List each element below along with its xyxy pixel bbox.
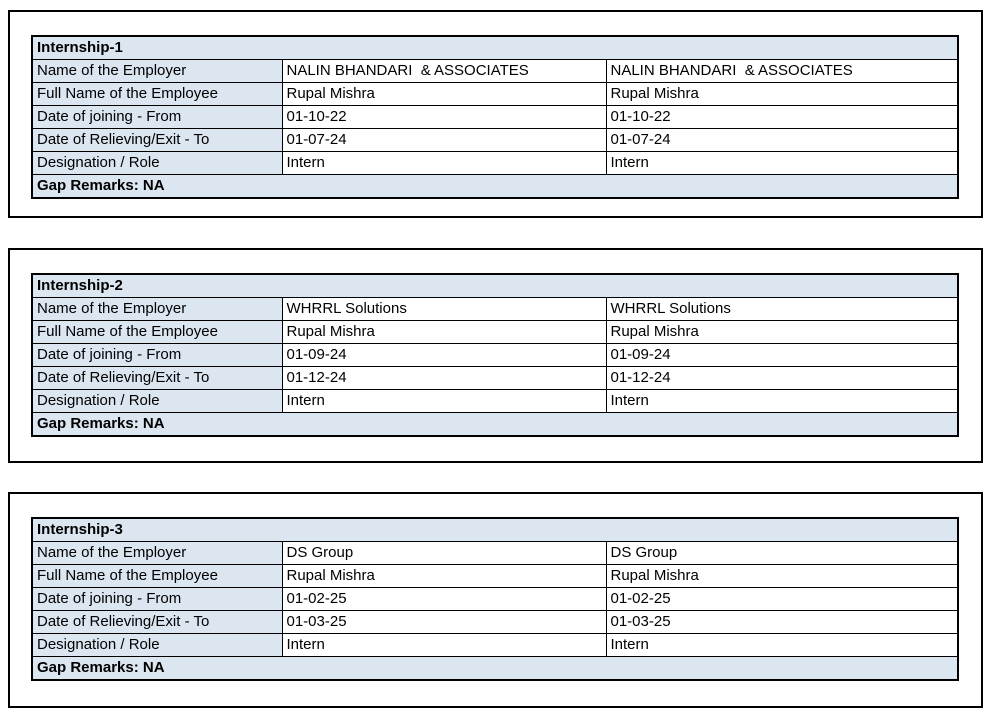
row-value-1: Intern — [281, 151, 607, 175]
row-value-1: 01-09-24 — [281, 343, 607, 367]
internship-1-table: Internship-1 Name of the Employer NALIN … — [31, 35, 960, 199]
table-row: Date of joining - From 01-10-22 01-10-22 — [31, 105, 959, 129]
table-row: Date of Relieving/Exit - To 01-12-24 01-… — [31, 366, 959, 390]
gap-remarks: Gap Remarks: NA — [31, 412, 959, 437]
table-title-row: Internship-1 — [31, 35, 959, 60]
row-value-2: Intern — [605, 151, 959, 175]
row-label: Date of Relieving/Exit - To — [31, 610, 283, 634]
row-label: Date of joining - From — [31, 587, 283, 611]
row-value-2: 01-09-24 — [605, 343, 959, 367]
gap-remarks-row: Gap Remarks: NA — [31, 174, 959, 199]
row-value-2: 01-03-25 — [605, 610, 959, 634]
table-title: Internship-3 — [31, 517, 959, 542]
gap-remarks: Gap Remarks: NA — [31, 656, 959, 681]
row-value-1: 01-03-25 — [281, 610, 607, 634]
table-row: Date of joining - From 01-09-24 01-09-24 — [31, 343, 959, 367]
gap-remarks-row: Gap Remarks: NA — [31, 412, 959, 437]
table-row: Name of the Employer NALIN BHANDARI & AS… — [31, 59, 959, 83]
gap-remarks: Gap Remarks: NA — [31, 174, 959, 199]
table-title: Internship-2 — [31, 273, 959, 298]
row-label: Date of Relieving/Exit - To — [31, 366, 283, 390]
table-title-row: Internship-2 — [31, 273, 959, 298]
row-value-1: WHRRL Solutions — [281, 297, 607, 321]
table-row: Designation / Role Intern Intern — [31, 633, 959, 657]
row-value-1: 01-07-24 — [281, 128, 607, 152]
table-row: Name of the Employer DS Group DS Group — [31, 541, 959, 565]
row-value-1: 01-10-22 — [281, 105, 607, 129]
row-value-1: DS Group — [281, 541, 607, 565]
row-label: Name of the Employer — [31, 297, 283, 321]
row-label: Designation / Role — [31, 633, 283, 657]
internship-2-table: Internship-2 Name of the Employer WHRRL … — [31, 273, 960, 437]
row-label: Date of joining - From — [31, 105, 283, 129]
internship-3-panel: Internship-3 Name of the Employer DS Gro… — [8, 492, 983, 708]
row-value-2: 01-02-25 — [605, 587, 959, 611]
row-value-2: Rupal Mishra — [605, 82, 959, 106]
row-value-2: Intern — [605, 633, 959, 657]
table-title: Internship-1 — [31, 35, 959, 60]
table-row: Date of Relieving/Exit - To 01-03-25 01-… — [31, 610, 959, 634]
table-row: Designation / Role Intern Intern — [31, 389, 959, 413]
table-row: Name of the Employer WHRRL Solutions WHR… — [31, 297, 959, 321]
row-value-2: Intern — [605, 389, 959, 413]
gap-remarks-row: Gap Remarks: NA — [31, 656, 959, 681]
row-value-1: Intern — [281, 633, 607, 657]
table-row: Designation / Role Intern Intern — [31, 151, 959, 175]
row-label: Date of Relieving/Exit - To — [31, 128, 283, 152]
row-value-1: 01-02-25 — [281, 587, 607, 611]
row-value-2: 01-12-24 — [605, 366, 959, 390]
row-value-2: 01-10-22 — [605, 105, 959, 129]
row-label: Name of the Employer — [31, 59, 283, 83]
row-label: Full Name of the Employee — [31, 320, 283, 344]
row-value-1: 01-12-24 — [281, 366, 607, 390]
internship-2-panel: Internship-2 Name of the Employer WHRRL … — [8, 248, 983, 463]
row-label: Designation / Role — [31, 389, 283, 413]
row-value-1: Rupal Mishra — [281, 320, 607, 344]
table-row: Full Name of the Employee Rupal Mishra R… — [31, 82, 959, 106]
row-value-1: Rupal Mishra — [281, 82, 607, 106]
internship-3-table: Internship-3 Name of the Employer DS Gro… — [31, 517, 960, 681]
row-label: Name of the Employer — [31, 541, 283, 565]
internship-1-panel: Internship-1 Name of the Employer NALIN … — [8, 10, 983, 218]
row-value-2: NALIN BHANDARI & ASSOCIATES — [605, 59, 959, 83]
row-label: Full Name of the Employee — [31, 82, 283, 106]
row-label: Date of joining - From — [31, 343, 283, 367]
row-label: Full Name of the Employee — [31, 564, 283, 588]
row-value-2: WHRRL Solutions — [605, 297, 959, 321]
row-value-1: Intern — [281, 389, 607, 413]
table-title-row: Internship-3 — [31, 517, 959, 542]
row-value-2: Rupal Mishra — [605, 564, 959, 588]
row-value-1: Rupal Mishra — [281, 564, 607, 588]
table-row: Date of joining - From 01-02-25 01-02-25 — [31, 587, 959, 611]
row-value-1: NALIN BHANDARI & ASSOCIATES — [281, 59, 607, 83]
row-value-2: 01-07-24 — [605, 128, 959, 152]
row-value-2: Rupal Mishra — [605, 320, 959, 344]
table-row: Full Name of the Employee Rupal Mishra R… — [31, 564, 959, 588]
row-value-2: DS Group — [605, 541, 959, 565]
table-row: Date of Relieving/Exit - To 01-07-24 01-… — [31, 128, 959, 152]
row-label: Designation / Role — [31, 151, 283, 175]
table-row: Full Name of the Employee Rupal Mishra R… — [31, 320, 959, 344]
